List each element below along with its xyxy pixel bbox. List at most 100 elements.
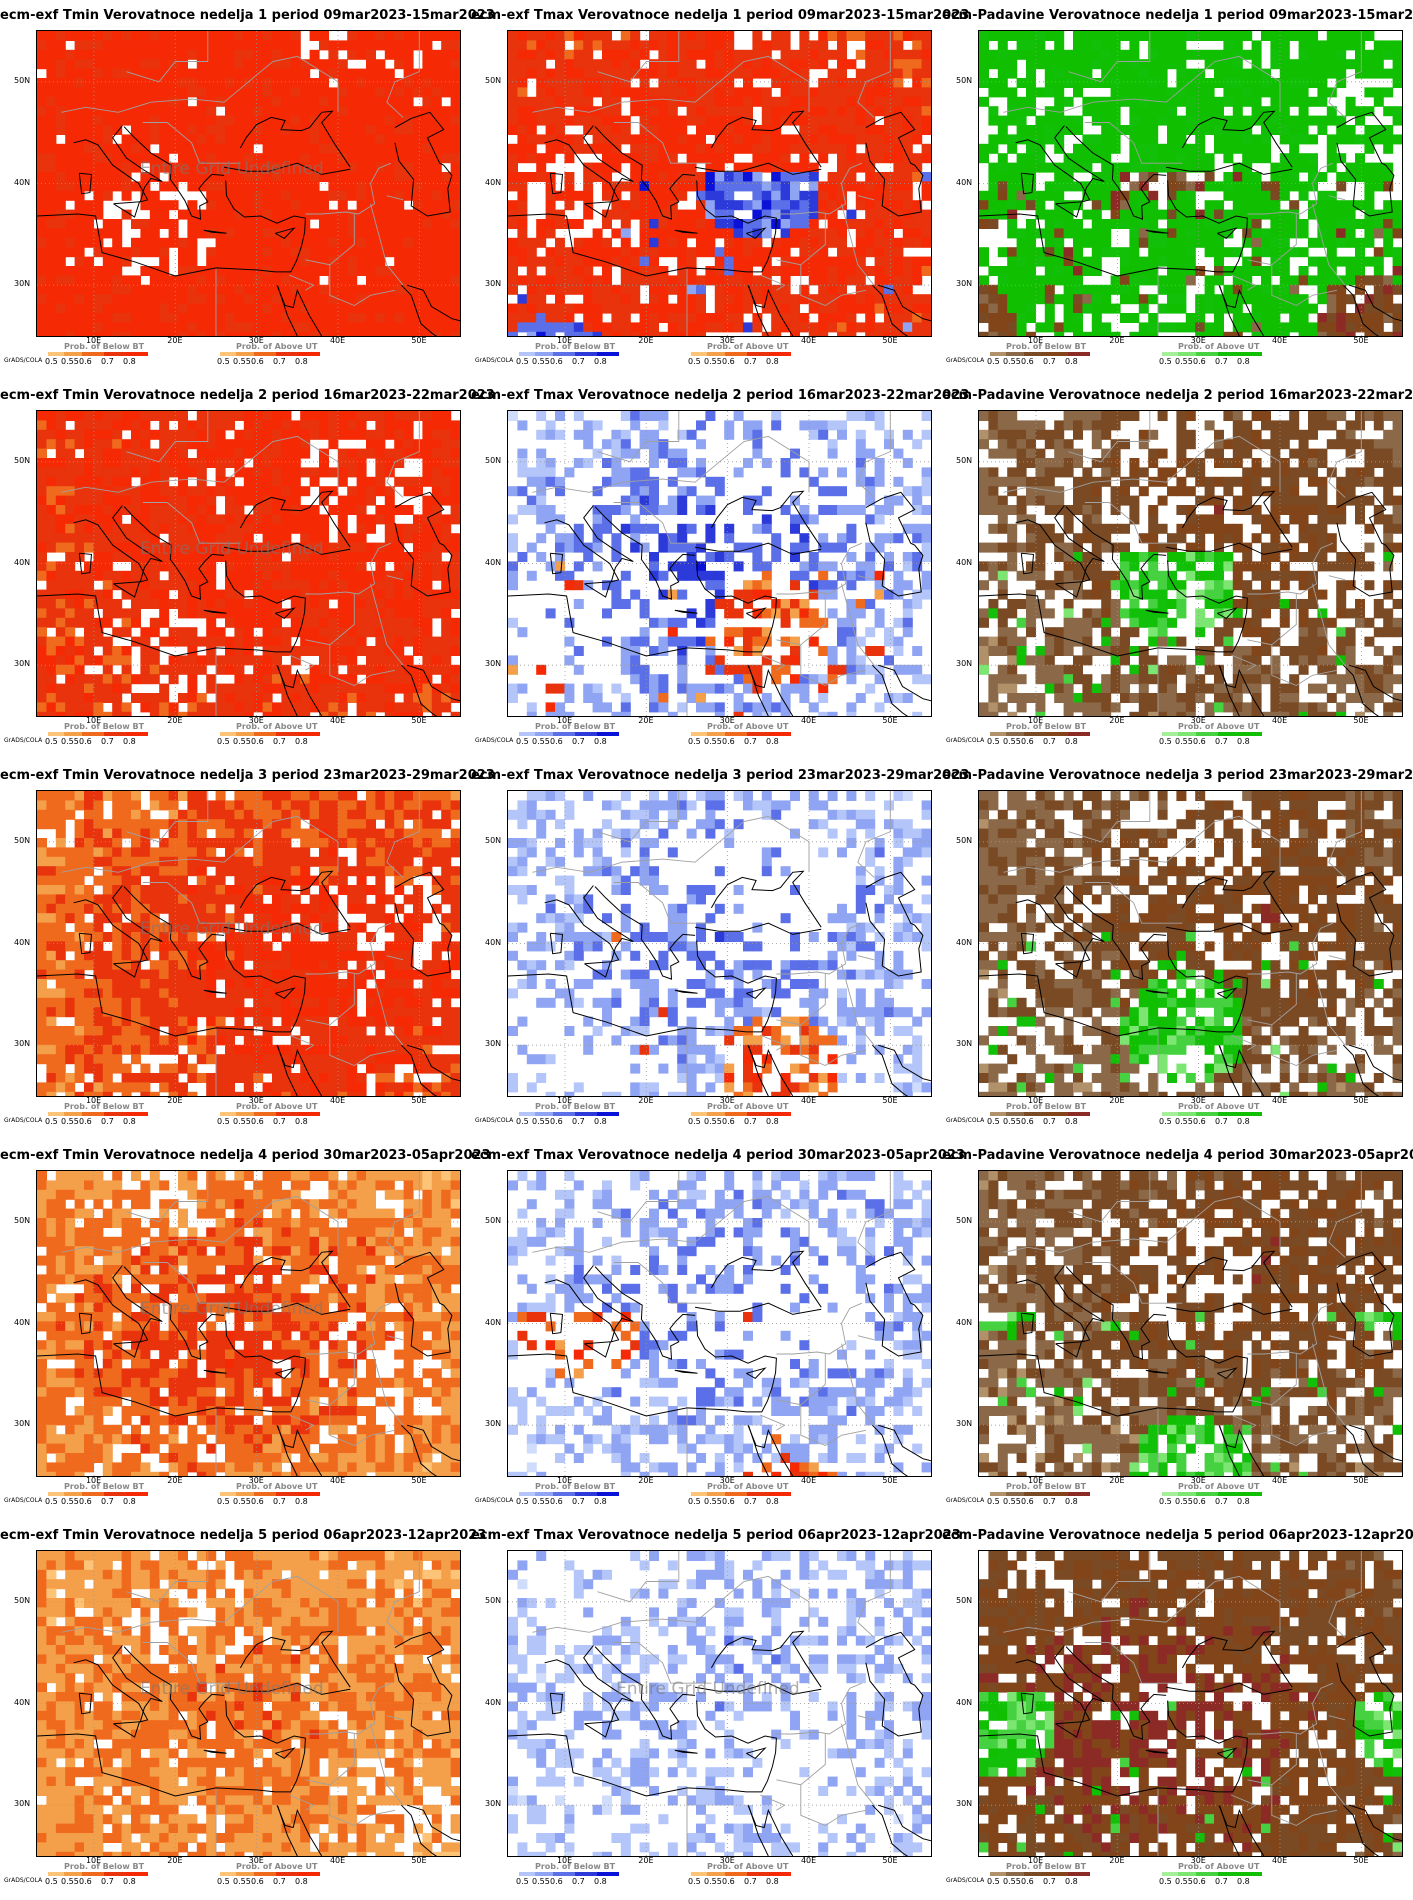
probability-cell xyxy=(37,285,47,295)
probability-cell xyxy=(762,200,772,210)
probability-cell xyxy=(310,477,320,487)
probability-cell xyxy=(432,294,442,304)
probability-cell xyxy=(799,191,809,201)
legend-color-swatch xyxy=(769,352,791,356)
probability-cell xyxy=(422,153,432,163)
probability-cell xyxy=(762,106,772,116)
probability-cell xyxy=(602,266,612,276)
probability-cell xyxy=(649,294,659,304)
probability-cell xyxy=(103,275,113,285)
probability-cell xyxy=(621,219,631,229)
probability-cell xyxy=(1092,322,1102,332)
legend-color-swatch xyxy=(535,352,553,356)
probability-cell xyxy=(225,285,235,295)
probability-cell xyxy=(527,266,537,276)
probability-cell xyxy=(771,285,781,295)
probability-cell xyxy=(762,134,772,144)
probability-cell xyxy=(1270,31,1280,41)
probability-cell xyxy=(37,411,47,421)
probability-cell xyxy=(677,238,687,248)
probability-cell xyxy=(734,275,744,285)
probability-cell xyxy=(893,322,903,332)
probability-cell xyxy=(328,153,338,163)
probability-cell xyxy=(1252,200,1262,210)
probability-cell xyxy=(555,31,565,41)
probability-cell xyxy=(366,116,376,126)
probability-cell xyxy=(1355,153,1365,163)
probability-cell xyxy=(1176,144,1186,154)
probability-cell xyxy=(1073,322,1083,332)
probability-cell xyxy=(583,50,593,60)
probability-cell xyxy=(856,322,866,332)
probability-cell xyxy=(338,59,348,69)
probability-cell xyxy=(884,210,894,220)
probability-cell xyxy=(178,627,188,637)
probability-cell xyxy=(300,266,310,276)
probability-cell xyxy=(922,219,931,229)
probability-cell xyxy=(131,294,141,304)
probability-cell xyxy=(1214,322,1224,332)
probability-cell xyxy=(216,181,226,191)
probability-cell xyxy=(310,332,320,336)
probability-cell xyxy=(1092,304,1102,314)
probability-cell xyxy=(159,144,169,154)
probability-cell xyxy=(1205,322,1215,332)
probability-cell xyxy=(640,228,650,238)
probability-cell xyxy=(715,200,725,210)
probability-cell xyxy=(1252,266,1262,276)
probability-cell xyxy=(1205,304,1215,314)
probability-cell xyxy=(375,430,385,440)
probability-cell xyxy=(1317,191,1327,201)
probability-cell xyxy=(555,116,565,126)
probability-cell xyxy=(357,430,367,440)
probability-cell xyxy=(979,257,989,267)
probability-cell xyxy=(150,561,160,571)
probability-cell xyxy=(1129,247,1139,257)
probability-cell xyxy=(922,50,931,60)
probability-cell xyxy=(234,608,244,618)
probability-cell xyxy=(677,332,687,336)
probability-cell xyxy=(771,116,781,126)
probability-cell xyxy=(206,304,216,314)
probability-cell xyxy=(56,533,66,543)
probability-cell xyxy=(593,163,603,173)
probability-cell xyxy=(875,275,885,285)
probability-cell xyxy=(1186,228,1196,238)
probability-cell xyxy=(1101,163,1111,173)
probability-cell xyxy=(1327,59,1337,69)
probability-cell xyxy=(281,275,291,285)
probability-cell xyxy=(84,125,94,135)
probability-cell xyxy=(903,69,913,79)
probability-cell xyxy=(771,153,781,163)
probability-cell xyxy=(56,430,66,440)
probability-cell xyxy=(253,247,263,257)
probability-cell xyxy=(998,294,1008,304)
probability-cell xyxy=(724,40,734,50)
probability-cell xyxy=(281,627,291,637)
probability-cell xyxy=(1214,257,1224,267)
probability-cell xyxy=(912,97,922,107)
probability-cell xyxy=(366,69,376,79)
probability-cell xyxy=(347,580,357,590)
probability-cell xyxy=(837,294,847,304)
probability-cell xyxy=(122,247,132,257)
probability-cell xyxy=(375,181,385,191)
probability-cell xyxy=(593,332,603,336)
probability-cell xyxy=(1035,50,1045,60)
probability-cell xyxy=(752,40,762,50)
probability-cell xyxy=(131,496,141,506)
probability-cell xyxy=(206,618,216,628)
probability-cell xyxy=(46,200,56,210)
probability-cell xyxy=(922,97,931,107)
probability-cell xyxy=(705,50,715,60)
probability-cell xyxy=(922,78,931,88)
probability-cell xyxy=(93,430,103,440)
probability-cell xyxy=(658,332,668,336)
probability-cell xyxy=(263,238,273,248)
probability-cell xyxy=(1195,210,1205,220)
probability-cell xyxy=(46,304,56,314)
probability-cell xyxy=(546,275,556,285)
probability-cell xyxy=(677,181,687,191)
probability-cell xyxy=(1026,181,1036,191)
probability-cell xyxy=(988,219,998,229)
